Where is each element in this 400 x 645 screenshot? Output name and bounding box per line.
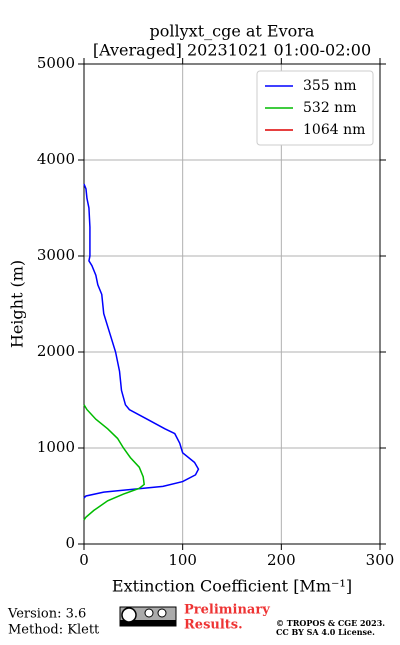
x-tick-label: 100 [168, 551, 197, 569]
y-tick-label: 1000 [37, 438, 75, 456]
plot-frame [83, 63, 381, 545]
y-tick-label: 2000 [37, 342, 75, 360]
x-axis-label: Extinction Coefficient [Mm⁻¹] [112, 577, 352, 596]
version: Version: 3.6 [7, 607, 86, 622]
cc-logo [119, 606, 177, 627]
preliminary: Results. [184, 618, 243, 633]
line [83, 183, 200, 499]
y-axis-label: Height (m) [8, 260, 27, 348]
y-tick-label: 3000 [37, 246, 75, 264]
copyright: CC BY SA 4.0 License. [276, 627, 375, 637]
chart-subtitle: [Averaged] 20231021 01:00-02:00 [93, 41, 371, 60]
legend-label: 532 nm [303, 100, 356, 116]
legend-label: 355 nm [303, 78, 356, 94]
y-tick-label: 0 [65, 534, 75, 552]
preliminary: Preliminary [184, 603, 270, 618]
legend-label: 1064 nm [303, 122, 365, 138]
method: Method: Klett [8, 623, 100, 638]
x-tick-label: 200 [267, 551, 296, 569]
copyright: © TROPOS & CGE 2023. [276, 618, 385, 628]
y-tick-label: 4000 [37, 150, 75, 168]
y-tick-label: 5000 [37, 54, 75, 72]
x-tick-label: 300 [366, 551, 395, 569]
x-tick-label: 0 [79, 551, 89, 569]
chart-title: pollyxt_cge at Evora [150, 22, 315, 41]
legend-box [256, 70, 374, 146]
line [83, 404, 145, 521]
